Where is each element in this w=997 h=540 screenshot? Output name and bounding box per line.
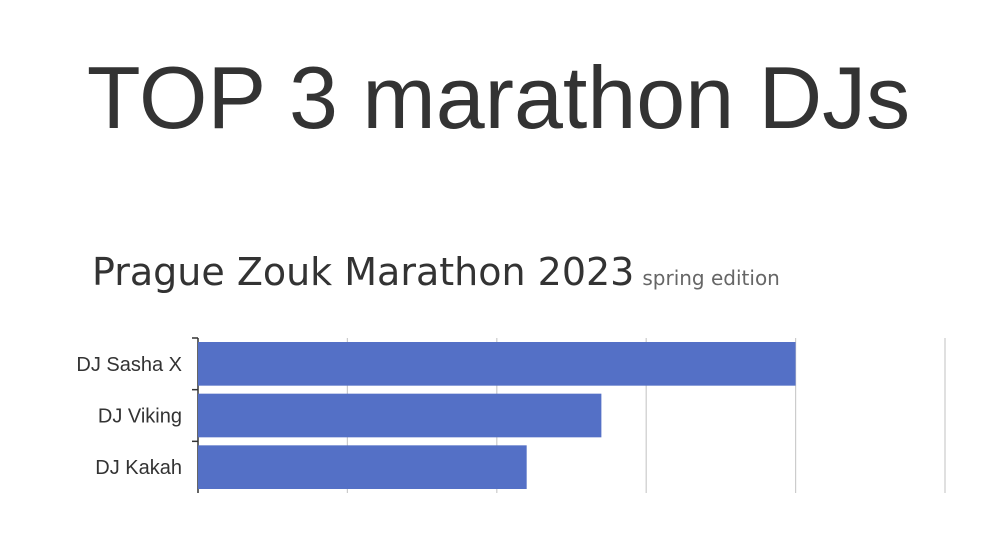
category-label: DJ Sasha X [76, 354, 182, 376]
chart-title: Prague Zouk Marathon 2023 spring edition [92, 250, 780, 294]
category-label: DJ Viking [98, 406, 182, 428]
page-title: TOP 3 marathon DJs [86, 48, 911, 147]
bar [198, 393, 602, 438]
bar [198, 445, 527, 489]
chart-subtitle: spring edition [642, 266, 780, 290]
chart-title-text: Prague Zouk Marathon 2023 [92, 250, 635, 294]
bar [198, 342, 796, 386]
category-label: DJ Kakah [95, 457, 182, 479]
